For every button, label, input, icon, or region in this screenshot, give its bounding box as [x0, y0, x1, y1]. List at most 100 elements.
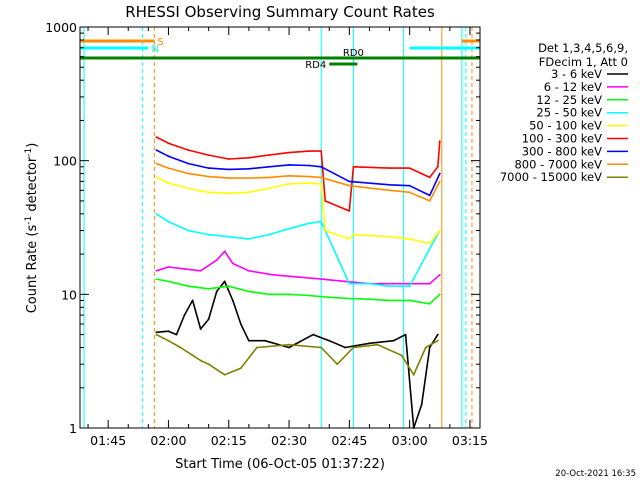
series-point-9-2 — [167, 339, 170, 342]
series-point-5-16 — [428, 242, 431, 245]
series-point-8-9 — [308, 175, 310, 178]
series-point-9-3 — [179, 346, 182, 349]
series-line-6 — [156, 136, 441, 212]
plot-frame — [79, 26, 481, 429]
series-point-4-1 — [155, 213, 158, 215]
series-point-3-11 — [348, 297, 351, 300]
series-point-2-4 — [199, 269, 202, 272]
series-point-9-4 — [191, 354, 194, 357]
legend-label-6: 100 - 300 keV — [522, 132, 602, 146]
series-point-6-18 — [438, 140, 441, 143]
x-axis-label: Start Time (06-Oct-05 01:37:22) — [175, 457, 385, 472]
series-point-3-8 — [288, 293, 290, 296]
series-point-8-6 — [247, 177, 250, 180]
series-point-9-8 — [239, 367, 242, 370]
legend-label-1: 3 - 6 keV — [551, 67, 602, 81]
series-point-8-10 — [320, 176, 323, 179]
series-point-7-11 — [348, 180, 351, 183]
series-point-8-13 — [408, 191, 411, 194]
x-tick-label-6: 03:00 — [392, 433, 428, 448]
series-point-9-5 — [199, 359, 202, 362]
legend-label-3: 12 - 25 keV — [536, 93, 602, 107]
series-point-2-17 — [438, 273, 441, 276]
series-point-8-7 — [268, 176, 270, 179]
series-point-1-9 — [223, 280, 226, 283]
series-point-4-5 — [227, 235, 230, 238]
series-point-1-1 — [155, 331, 158, 334]
legend: Det 1,3,4,5,6,9, FDecim 1, Att 0 3 - 6 k… — [500, 41, 628, 184]
y-axis-label-sup1: -1 — [24, 216, 34, 225]
series-line-3 — [156, 278, 441, 305]
series-point-1-10 — [231, 299, 234, 302]
series-point-9-16 — [412, 373, 415, 376]
series-point-9-13 — [352, 346, 355, 349]
legend-label-9: 7000 - 15000 keV — [500, 170, 602, 184]
series-point-3-15 — [428, 302, 431, 305]
series-point-5-8 — [288, 183, 290, 185]
series-point-9-14 — [376, 343, 379, 346]
series-point-5-15 — [408, 238, 411, 240]
series-point-7-9 — [308, 164, 310, 167]
series-point-3-12 — [368, 298, 371, 301]
series-point-7-1 — [155, 149, 158, 152]
series-point-4-9 — [308, 222, 310, 225]
series-point-5-3 — [187, 187, 190, 190]
series-point-3-14 — [408, 299, 411, 302]
series-point-9-15 — [400, 354, 403, 357]
legend-label-8: 800 - 7000 keV — [514, 157, 602, 171]
series-point-7-6 — [247, 167, 250, 170]
series-point-3-4 — [207, 287, 210, 290]
series-point-9-18 — [436, 339, 439, 342]
series-point-4-3 — [187, 229, 190, 232]
legend-label-5: 50 - 100 keV — [529, 119, 602, 133]
series-point-6-9 — [308, 150, 310, 153]
series-point-9-9 — [256, 346, 258, 349]
series-lines — [155, 136, 441, 429]
series-point-6-17 — [436, 165, 439, 168]
series-point-8-1 — [155, 162, 158, 165]
series-point-1-2 — [167, 330, 170, 333]
series-point-3-16 — [438, 293, 441, 296]
series-point-8-8 — [288, 174, 290, 177]
y-axis-label-mid: detector — [25, 156, 40, 216]
series-point-3-10 — [328, 296, 331, 299]
series-point-1-23 — [428, 346, 431, 349]
series-point-1-5 — [191, 299, 194, 302]
series-point-2-14 — [392, 282, 395, 285]
series-point-9-11 — [320, 346, 323, 349]
series-point-6-13 — [352, 165, 355, 168]
series-point-4-6 — [247, 238, 250, 240]
series-point-3-6 — [247, 290, 250, 293]
series-point-4-7 — [268, 233, 270, 236]
series-point-9-10 — [288, 343, 290, 346]
series-point-4-13 — [388, 285, 391, 288]
x-tick-label-5: 02:45 — [331, 433, 367, 448]
series-point-4-14 — [408, 285, 411, 288]
series-point-9-17 — [424, 346, 427, 349]
series-point-8-11 — [348, 184, 351, 187]
legend-label-4: 25 - 50 keV — [536, 106, 602, 120]
series-point-9-6 — [207, 363, 210, 366]
series-point-3-9 — [308, 294, 310, 297]
series-point-7-8 — [288, 164, 290, 166]
series-point-2-6 — [223, 250, 226, 253]
series-point-1-6 — [199, 328, 202, 330]
series-point-3-5 — [227, 285, 230, 288]
legend-label-2: 6 - 12 keV — [544, 80, 602, 94]
series-point-1-14 — [288, 346, 290, 349]
legend-header-2: FDecim 1, Att 0 — [539, 55, 628, 69]
series-point-4-11 — [348, 282, 351, 285]
y-tick-label-1: 1 — [69, 421, 77, 436]
series-point-9-12 — [336, 363, 339, 366]
series-point-5-9 — [308, 182, 310, 185]
series-point-2-16 — [428, 282, 431, 285]
series-point-6-11 — [324, 200, 327, 202]
series-point-4-15 — [428, 247, 431, 250]
series-point-1-3 — [175, 333, 178, 336]
series-point-4-2 — [167, 220, 170, 223]
series-point-8-2 — [167, 167, 170, 170]
y-axis-label-sup2: -1 — [24, 148, 34, 157]
series-point-6-3 — [187, 149, 190, 152]
series-point-5-5 — [227, 192, 230, 195]
series-point-9-1 — [155, 333, 158, 336]
